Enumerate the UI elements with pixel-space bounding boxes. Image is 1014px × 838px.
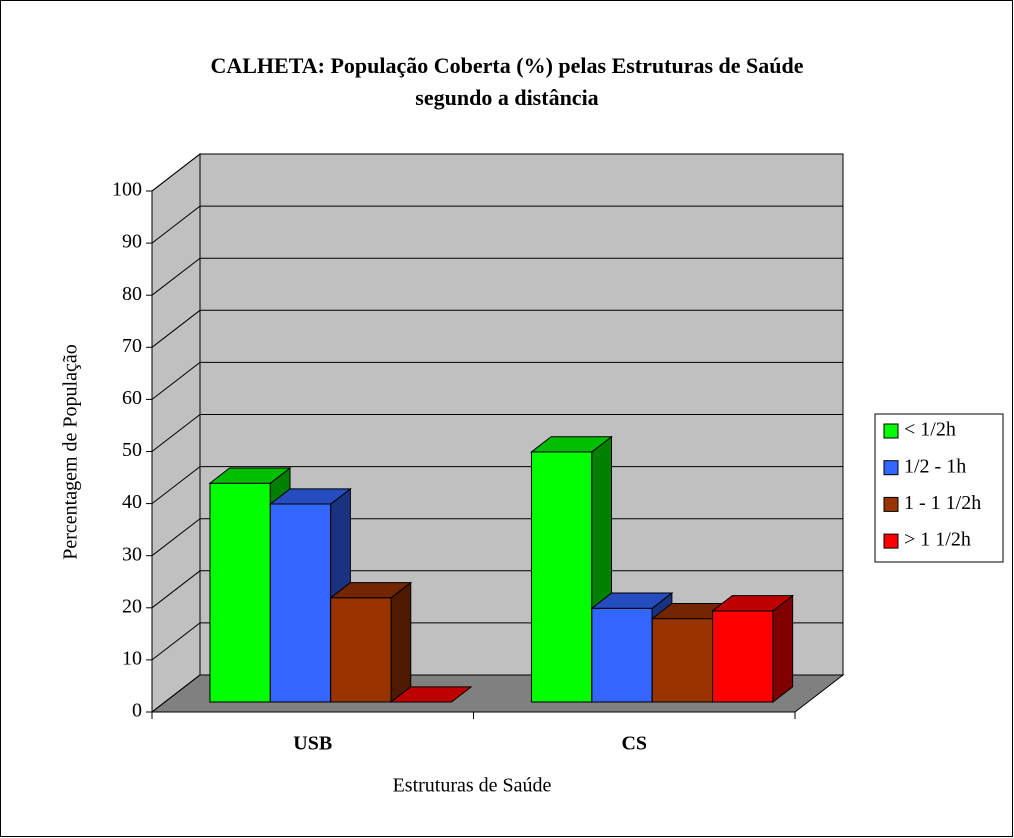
y-tick-label: 60 [122, 387, 142, 409]
bar-front [209, 482, 271, 703]
bar-side [390, 581, 412, 704]
grid-line [151, 309, 843, 348]
x-axis-label: Estruturas de Saúde [393, 775, 552, 797]
bar [389, 686, 473, 703]
grid-line [151, 518, 843, 557]
grid-line [151, 153, 843, 192]
grid-line [151, 414, 843, 452]
grid-line [151, 570, 843, 609]
y-tick-label: 20 [122, 595, 142, 617]
legend-label: > 1 1/2h [904, 529, 971, 551]
bar-front [269, 503, 332, 703]
legend-swatch [883, 496, 899, 512]
grid-line [151, 361, 843, 400]
y-tick-label: 10 [122, 647, 142, 669]
bar-front [530, 451, 593, 703]
bar [711, 594, 795, 704]
y-tick-label: 80 [122, 283, 142, 305]
y-tick-label: 70 [122, 335, 142, 357]
bar-side [772, 594, 794, 704]
bar-top [329, 582, 413, 599]
bar-top [208, 467, 292, 484]
x-tick-label: CS [621, 733, 647, 755]
bar-front [591, 607, 653, 703]
x-tick-label: USB [293, 733, 332, 755]
legend-swatch [883, 460, 899, 476]
y-tick-label: 90 [122, 231, 142, 253]
y-axis-label: Percentagem de População [60, 344, 82, 559]
legend-label: 1/2 - 1h [904, 455, 966, 477]
grid-line [151, 257, 843, 296]
legend-label: 1 - 1 1/2h [904, 492, 981, 514]
bar-front [651, 618, 714, 703]
y-tick-label: 100 [112, 179, 142, 201]
chart-title: CALHETA: População Coberta (%) pelas Est… [210, 53, 803, 78]
y-tick-label: 40 [122, 491, 142, 513]
y-tick-label: 50 [122, 439, 142, 461]
legend-swatch [883, 423, 899, 439]
bar-front [712, 610, 774, 703]
bar-top [529, 436, 613, 453]
grid-line [151, 466, 843, 504]
bar-top [590, 592, 674, 609]
y-tick-label: 0 [132, 700, 142, 722]
grid-line [151, 205, 843, 244]
bar-front [330, 597, 392, 703]
legend-label: < 1/2h [904, 419, 956, 441]
bar [329, 581, 413, 704]
y-tick-label: 30 [122, 543, 142, 565]
bar-top [711, 595, 795, 612]
bar-top [389, 686, 473, 703]
chart-title: segundo a distância [415, 85, 598, 110]
legend-swatch [883, 533, 899, 549]
bar-top [268, 488, 352, 505]
